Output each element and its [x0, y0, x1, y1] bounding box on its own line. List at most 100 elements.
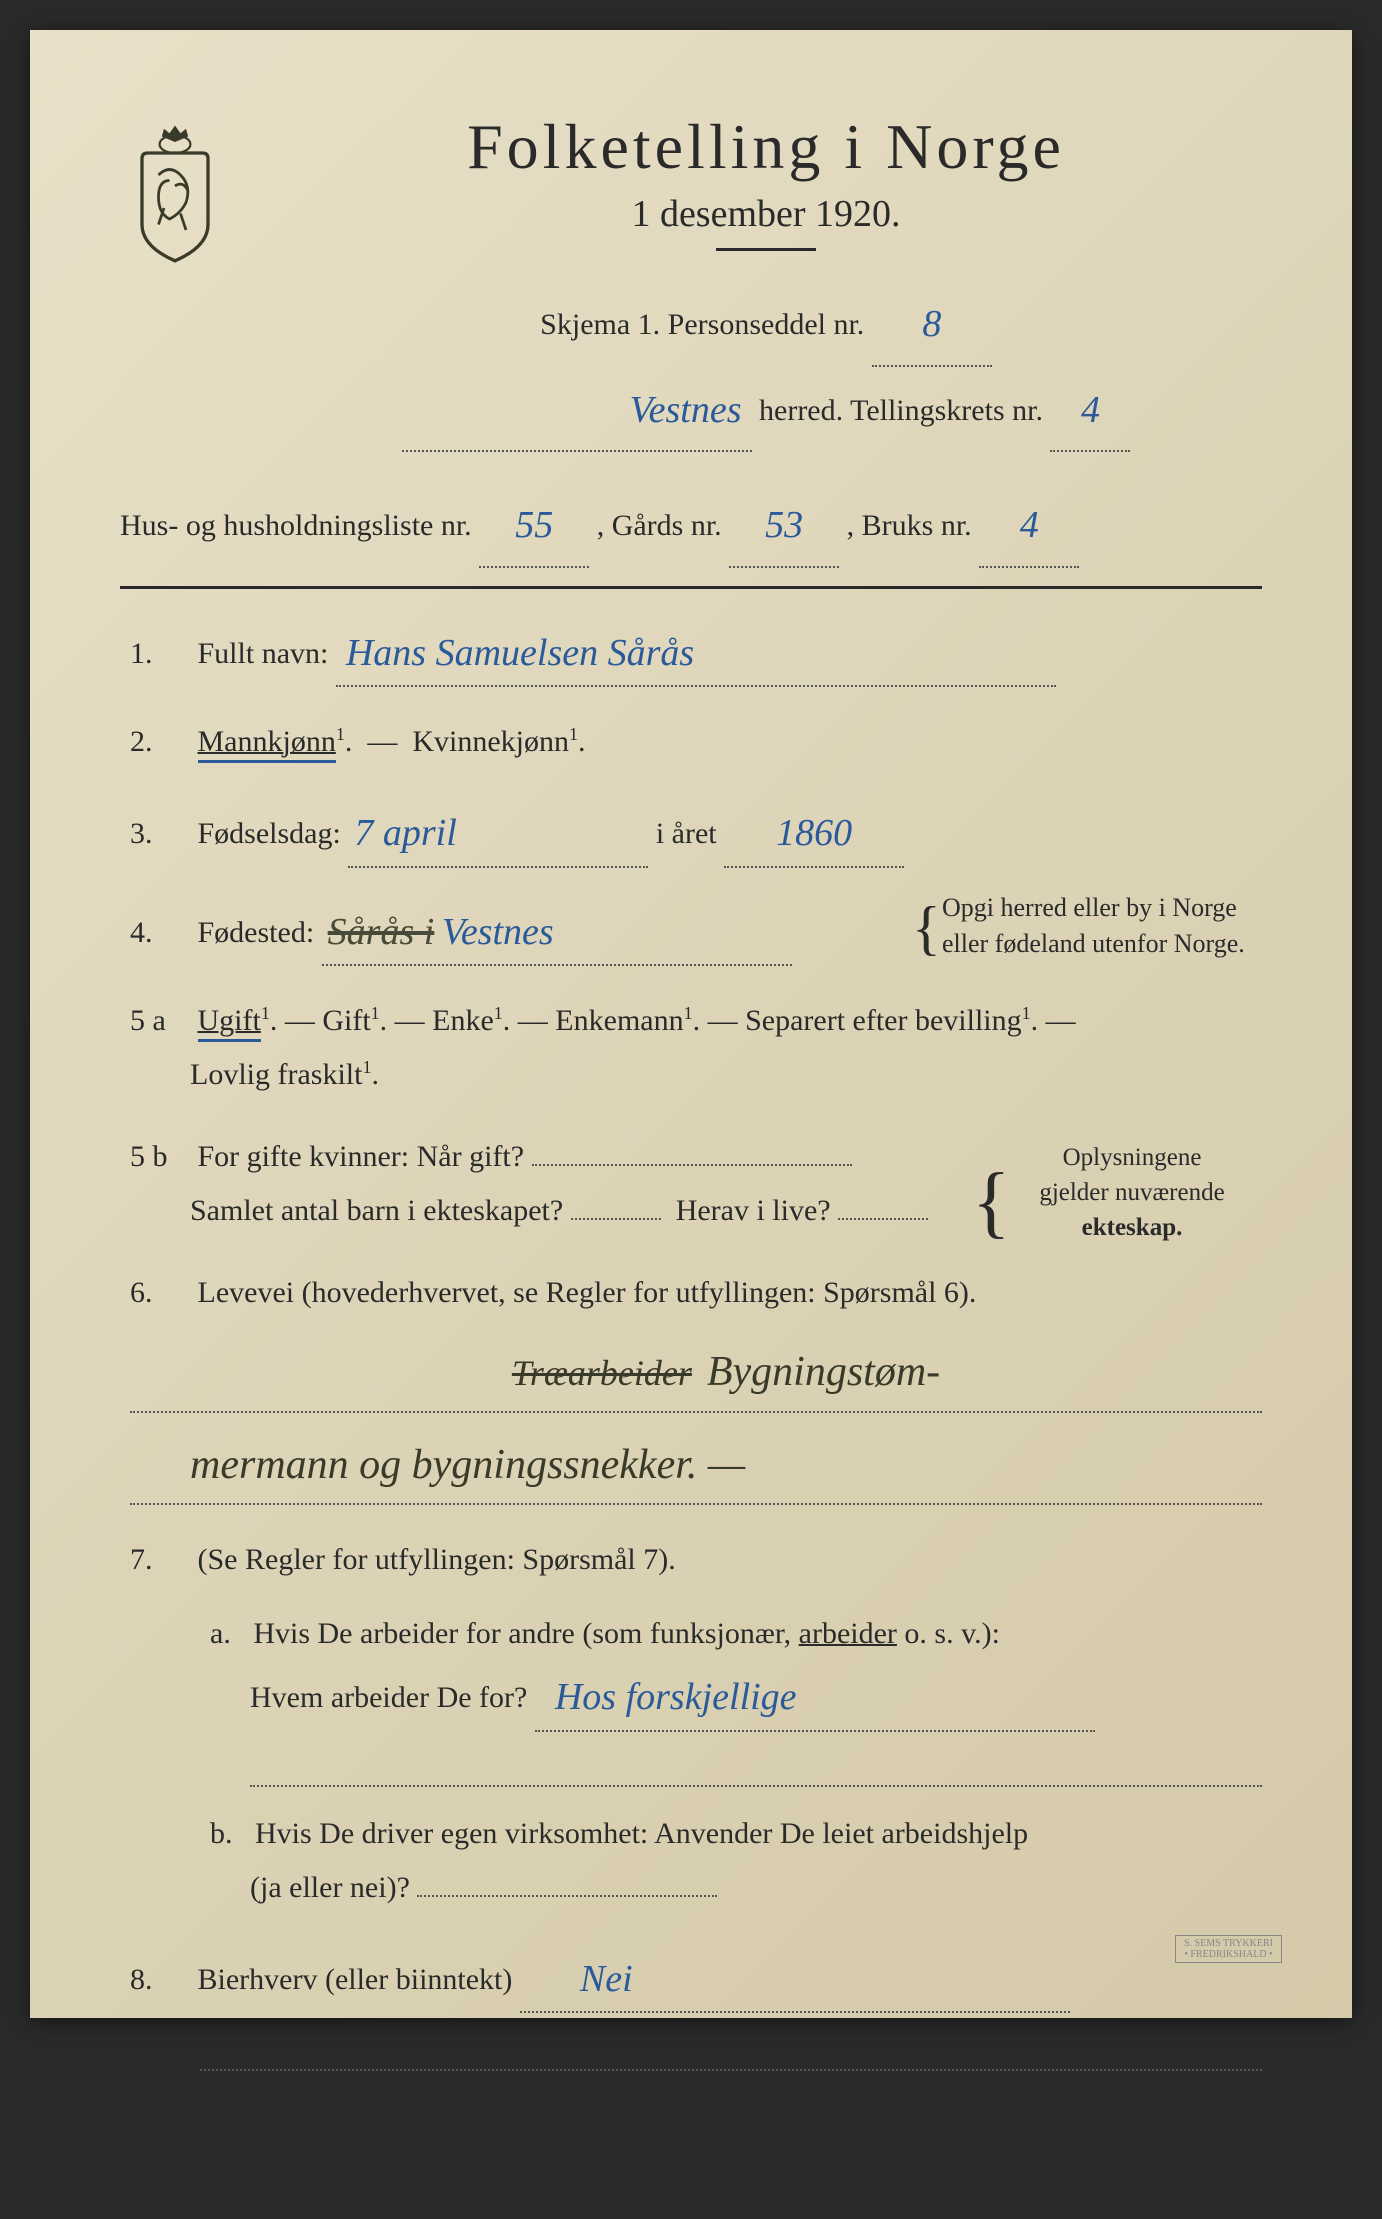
q5b-line2b: Herav i live?: [676, 1194, 831, 1227]
q7b-label: b.: [210, 1817, 233, 1850]
q7a-text1: Hvis De arbeider for andre (som funksjon…: [253, 1617, 798, 1650]
q8-field: Nei: [520, 1943, 1070, 2013]
q6-num: 6.: [130, 1266, 190, 1320]
q3-label: Fødselsdag:: [198, 817, 341, 850]
census-form-page: Folketelling i Norge 1 desember 1920. Sk…: [30, 30, 1352, 2018]
q1-num: 1.: [130, 627, 190, 681]
skjema-label: Skjema 1. Personseddel nr.: [540, 308, 864, 341]
q5b-num: 5 b: [130, 1130, 190, 1184]
herred-line: Vestnes herred. Tellingskrets nr. 4: [270, 367, 1262, 453]
q8-label: Bierhverv (eller biinntekt): [198, 1963, 513, 1996]
q4-note1: Opgi herred eller by i Norge: [942, 893, 1237, 922]
q1-label: Fullt navn:: [198, 637, 329, 670]
q1-field: Hans Samuelsen Sårås: [336, 617, 1056, 687]
title-block: Folketelling i Norge 1 desember 1920. Sk…: [270, 110, 1262, 452]
q6-value-part1: Bygningstøm-: [707, 1349, 940, 1395]
gards-label: , Gårds nr.: [597, 509, 722, 542]
q7a-blank-line: [250, 1757, 1262, 1787]
q6-value-part2: mermann og bygningssnekker. —: [190, 1442, 745, 1488]
q7-label: (Se Regler for utfyllingen: Spørsmål 7).: [198, 1543, 676, 1576]
q5b-note2: gjelder nuværende: [1039, 1179, 1224, 1206]
header: Folketelling i Norge 1 desember 1920. Sk…: [120, 110, 1262, 452]
tellingskrets-field: 4: [1050, 367, 1130, 453]
footnote-num: 1: [120, 2191, 128, 2208]
divider-2: [120, 2169, 1262, 2171]
subtitle: 1 desember 1920.: [270, 192, 1262, 236]
gards-nr: 53: [765, 504, 803, 546]
q8-blank-line: [200, 2041, 1262, 2071]
q5a-separert: Separert efter bevilling: [745, 1004, 1022, 1037]
q4-sidenote: { Opgi herred eller by i Norge eller fød…: [942, 890, 1262, 963]
q7-num: 7.: [130, 1533, 190, 1587]
q8-value: Nei: [580, 1958, 633, 2000]
divider-1: [120, 586, 1262, 589]
q5a-enkemann: Enkemann: [555, 1004, 683, 1037]
bruks-label: , Bruks nr.: [847, 509, 972, 542]
q4: 4. Fødested: Sårås i Vestnes { Opgi herr…: [130, 896, 1262, 966]
personseddel-nr: 8: [922, 303, 941, 345]
q4-field: Sårås i Vestnes: [322, 896, 792, 966]
q7a: a. Hvis De arbeider for andre (som funks…: [130, 1607, 1262, 1786]
q7a-label: a.: [210, 1617, 231, 1650]
personseddel-nr-field: 8: [872, 281, 992, 367]
q6-line2: mermann og bygningssnekker. —: [130, 1428, 1262, 1506]
q5b-live-field: [838, 1218, 928, 1220]
printer-stamp: S. SEMS TRYKKERI • FREDRIKSHALD •: [1175, 1935, 1282, 1963]
q3-year-label: i året: [656, 817, 724, 850]
q3-year: 1860: [776, 812, 852, 854]
q2-num: 2.: [130, 715, 190, 769]
main-title: Folketelling i Norge: [270, 110, 1262, 184]
q3-year-field: 1860: [724, 797, 904, 867]
q5b-note1: Oplysningene: [1063, 1144, 1202, 1171]
skjema-line: Skjema 1. Personseddel nr. 8: [270, 281, 1262, 367]
coat-of-arms-icon: [120, 120, 230, 260]
q7b: b. Hvis De driver egen virksomhet: Anven…: [130, 1807, 1262, 1915]
q7a-text1c: o. s. v.):: [897, 1617, 1000, 1650]
q3-num: 3.: [130, 807, 190, 861]
husliste-nr: 55: [515, 504, 553, 546]
q3-day-field: 7 april: [348, 797, 648, 867]
q7a-text2: Hvem arbeider De for?: [210, 1681, 527, 1714]
footnote: 1 Her kan svares ved tydelig understrekn…: [120, 2191, 1262, 2218]
q1: 1. Fullt navn: Hans Samuelsen Sårås: [130, 617, 1262, 687]
q4-label: Fødested:: [198, 916, 315, 949]
herred-value: Vestnes: [630, 389, 742, 431]
stamp-line1: S. SEMS TRYKKERI: [1184, 1938, 1273, 1949]
questions: 1. Fullt navn: Hans Samuelsen Sårås 2. M…: [120, 617, 1262, 2142]
q8-num: 8.: [130, 1953, 190, 2007]
q3-day: 7 april: [354, 812, 456, 854]
q5b-sidenote: { Oplysningene gjelder nuværende ekteska…: [1002, 1140, 1262, 1245]
gards-field: 53: [729, 482, 839, 568]
footer-note: Har man ingen biinntekt av nogen betydni…: [130, 2091, 1262, 2141]
husliste-line: Hus- og husholdningsliste nr. 55 , Gårds…: [120, 482, 1262, 568]
husliste-label: Hus- og husholdningsliste nr.: [120, 509, 472, 542]
q5b-gift-field: [532, 1164, 852, 1166]
q4-value: Vestnes: [442, 911, 554, 953]
q2-mann: Mannkjønn: [198, 725, 336, 763]
q5a-gift: Gift: [322, 1004, 370, 1037]
q5a-num: 5 a: [130, 994, 190, 1048]
footnote-text: Her kan svares ved tydelig understreknin…: [139, 2193, 732, 2218]
herred-field: Vestnes: [402, 367, 752, 453]
q6-line1: Træarbeider Bygningstøm-: [130, 1335, 1262, 1413]
q8: 8. Bierhverv (eller biinntekt) Nei: [130, 1943, 1262, 2013]
bruks-field: 4: [979, 482, 1079, 568]
q7a-value: Hos forskjellige: [555, 1676, 797, 1718]
q5a-enke: Enke: [432, 1004, 494, 1037]
q4-value-struck: Sårås i: [328, 911, 435, 953]
q7: 7. (Se Regler for utfyllingen: Spørsmål …: [130, 1533, 1262, 1914]
q1-value: Hans Samuelsen Sårås: [346, 632, 694, 674]
q5a-fraskilt: Lovlig fraskilt: [130, 1058, 362, 1091]
title-rule: [716, 248, 816, 251]
brace-icon-2: {: [972, 1146, 1010, 1258]
brace-icon: {: [912, 886, 941, 970]
q5b-note3: ekteskap.: [1082, 1214, 1183, 1241]
q6-label: Levevei (hovederhvervet, se Regler for u…: [198, 1276, 977, 1309]
q2: 2. Mannkjønn1. — Kvinnekjønn1.: [130, 715, 1262, 769]
stamp-line2: • FREDRIKSHALD •: [1184, 1949, 1272, 1960]
q5a-ugift: Ugift: [198, 1004, 261, 1042]
q7b-text1: Hvis De driver egen virksomhet: Anvender…: [255, 1817, 1028, 1850]
q7b-field: [417, 1895, 717, 1897]
q7a-text1b: arbeider: [799, 1617, 897, 1650]
q5b-line1: For gifte kvinner: Når gift?: [198, 1140, 525, 1173]
